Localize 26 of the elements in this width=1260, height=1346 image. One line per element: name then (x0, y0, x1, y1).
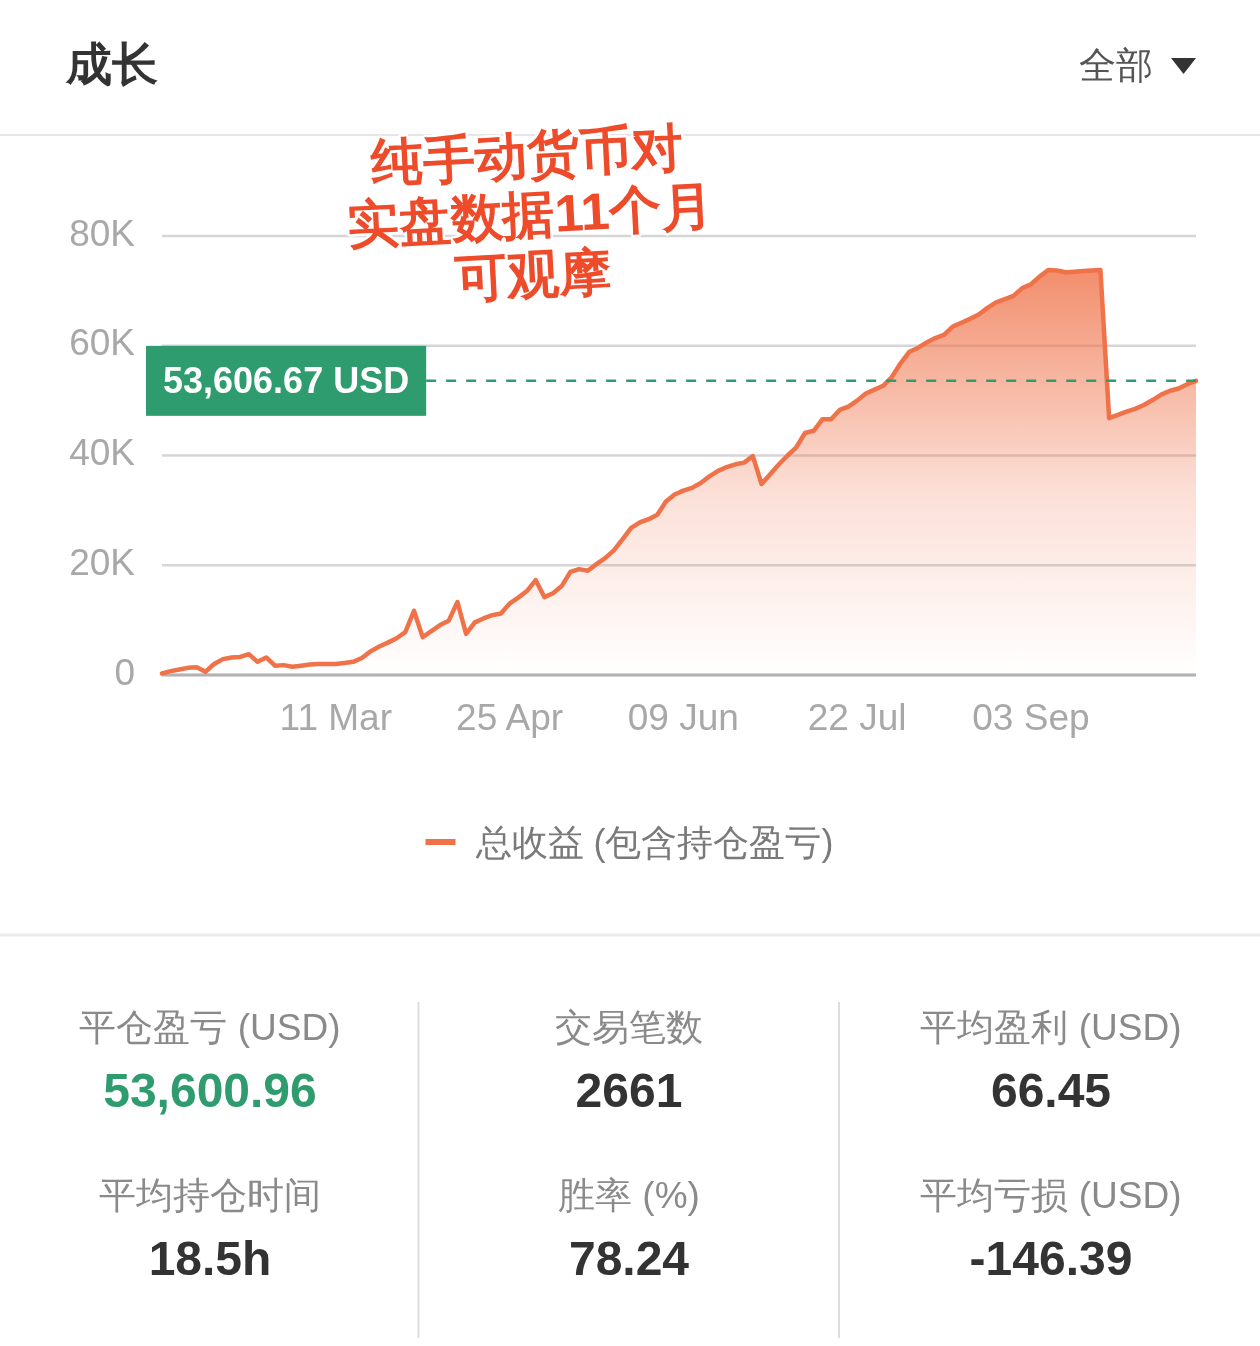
y-tick-label: 20K (69, 541, 136, 583)
text: 全部 (1079, 44, 1153, 86)
text: 交易笔数 (555, 1006, 703, 1048)
text: 平均亏损 (USD) (920, 1174, 1182, 1216)
legend-label: 总收益 (包含持仓盈亏) (474, 821, 834, 863)
y-tick-label: 0 (114, 651, 135, 693)
text: 平均盈利 (USD) (920, 1006, 1182, 1048)
text: -146.39 (969, 1231, 1133, 1285)
text: 平均持仓时间 (99, 1174, 321, 1216)
y-tick-label: 80K (69, 212, 136, 254)
x-tick-label: 03 Sep (972, 696, 1090, 738)
y-tick-label: 60K (69, 322, 136, 364)
text: 78.24 (568, 1231, 690, 1285)
text: 18.5h (148, 1231, 272, 1285)
text: 平仓盈亏 (USD) (79, 1006, 341, 1048)
text: 53,600.96 (103, 1063, 317, 1117)
ref-line-label: 53,606.67 USD (163, 360, 410, 402)
x-tick-label: 22 Jul (807, 696, 907, 738)
x-tick-label: 09 Jun (627, 696, 739, 738)
text: 66.45 (990, 1063, 1112, 1117)
text: 胜率 (%) (558, 1174, 700, 1216)
x-tick-label: 11 Mar (279, 696, 392, 738)
text: 2661 (575, 1063, 683, 1117)
x-tick-label: 25 Apr (456, 696, 564, 738)
y-tick-label: 40K (69, 432, 136, 473)
chart-title: 成长 (65, 38, 158, 90)
